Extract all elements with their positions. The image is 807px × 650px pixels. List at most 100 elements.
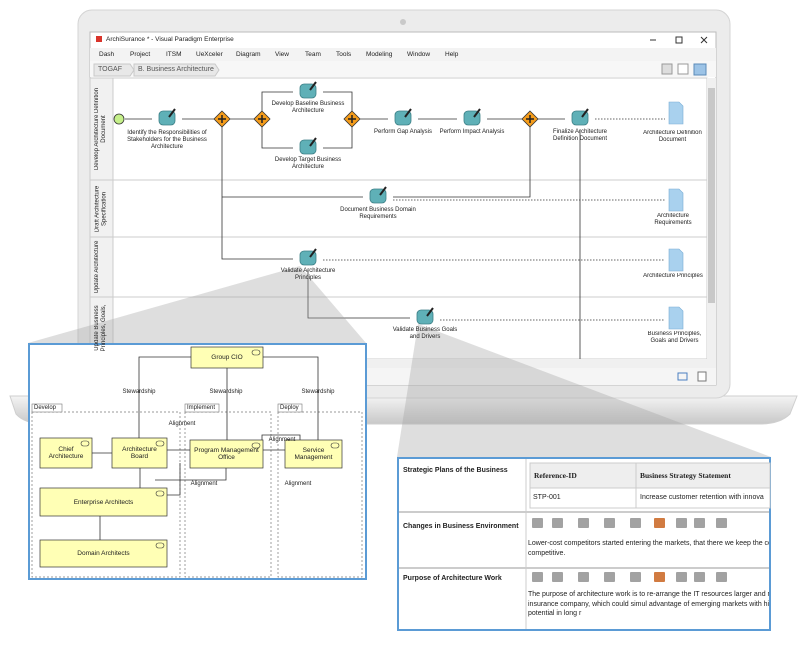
org-node-label: Domain Architects bbox=[77, 550, 130, 557]
menu-item[interactable]: Help bbox=[445, 51, 459, 58]
table-header: Business Strategy Statement bbox=[640, 471, 731, 480]
org-node-label: Chief Architecture bbox=[48, 446, 84, 460]
task-pencil bbox=[309, 81, 317, 91]
menu-item[interactable]: Modeling bbox=[366, 51, 393, 58]
group-label: Deploy bbox=[280, 405, 299, 411]
toolbar-icon bbox=[716, 518, 727, 528]
menu-item[interactable]: UeXceler bbox=[196, 51, 223, 58]
paragraph: Lower-cost competitors started entering … bbox=[528, 540, 769, 557]
document-icon bbox=[668, 248, 684, 272]
gateway-cross bbox=[258, 115, 266, 123]
org-node-icon bbox=[155, 440, 165, 447]
breadcrumb[interactable]: B. Business Architecture bbox=[138, 66, 214, 73]
edge-label: Alignment bbox=[168, 421, 196, 427]
lane-label: Draft Architecture Specification bbox=[94, 185, 107, 232]
toolbar-icon bbox=[676, 572, 687, 582]
lane-label: Update Architecture bbox=[94, 240, 100, 294]
org-node-icon bbox=[330, 442, 340, 449]
menu-item[interactable]: Team bbox=[305, 51, 321, 58]
menu-item[interactable]: Dash bbox=[99, 51, 115, 58]
org-node-icon bbox=[251, 442, 261, 449]
clip: Lower-cost competitors started entering … bbox=[528, 539, 769, 567]
menu-item[interactable]: View bbox=[275, 51, 289, 58]
org-node bbox=[189, 439, 264, 469]
edge-label: Stewardship bbox=[209, 389, 243, 395]
task-pencil bbox=[309, 137, 317, 147]
org-node-label: Enterprise Architects bbox=[73, 498, 134, 506]
table-header: Reference-ID bbox=[534, 471, 577, 480]
task-label: Perform Impact Analysis bbox=[439, 129, 505, 135]
window-title: ArchiSurance * - Visual Paradigm Enterpr… bbox=[106, 36, 234, 43]
lane-label: Update Business Principles, Goals, bbox=[94, 304, 107, 352]
clip: The purpose of architecture work is to r… bbox=[528, 590, 769, 626]
toolbar-icon bbox=[552, 572, 563, 582]
toolbar-icon bbox=[694, 518, 705, 528]
menu-item[interactable]: Project bbox=[130, 51, 151, 58]
edge-label: Alignment bbox=[268, 437, 296, 443]
org-node-icon bbox=[155, 542, 165, 549]
toolbar-icon bbox=[578, 518, 589, 528]
org-node bbox=[39, 539, 168, 568]
toolbar-icon bbox=[532, 572, 543, 582]
task-label: Perform Gap Analysis bbox=[373, 129, 433, 135]
task-label: Validate Architecture Principles bbox=[280, 268, 336, 281]
row-heading: Purpose of Architecture Work bbox=[403, 575, 502, 582]
document-icon bbox=[668, 101, 684, 125]
row-heading: Changes in Business Environment bbox=[403, 523, 519, 530]
toolbar-icon bbox=[694, 572, 705, 582]
org-node bbox=[39, 487, 168, 517]
gateway-cross bbox=[218, 115, 226, 123]
toolbar-icon bbox=[630, 518, 641, 528]
task-label: Develop Target Business Architecture bbox=[274, 157, 342, 170]
edge-label: Alignment bbox=[190, 481, 218, 487]
group-label: Implement bbox=[187, 405, 216, 411]
task-label: Validate Business Goals and Drivers bbox=[392, 327, 458, 340]
edge-label: Stewardship bbox=[301, 389, 335, 395]
toolbar-icon bbox=[676, 518, 687, 528]
task-pencil bbox=[404, 108, 412, 118]
table-cell: Increase customer retention with innova bbox=[640, 494, 764, 501]
menu-item[interactable]: Tools bbox=[336, 51, 352, 58]
task-pencil bbox=[379, 186, 387, 196]
edge-label: Alignment bbox=[284, 481, 312, 487]
menu-item[interactable]: Window bbox=[407, 51, 431, 58]
toolbar-icon bbox=[532, 518, 543, 528]
gateway-cross bbox=[348, 115, 356, 123]
menu-item[interactable]: Diagram bbox=[236, 51, 261, 58]
toolbar-icon bbox=[630, 572, 641, 582]
table-cell: STP-001 bbox=[533, 494, 561, 501]
task-pencil bbox=[473, 108, 481, 118]
org-node-label: Program Management Office bbox=[194, 447, 259, 461]
document-icon bbox=[668, 306, 684, 330]
breadcrumb[interactable]: TOGAF bbox=[98, 66, 122, 73]
org-node-icon bbox=[155, 490, 165, 497]
toolbar-icon bbox=[604, 572, 615, 582]
toolbar-icon bbox=[654, 518, 665, 528]
document-label: Architecture Principles bbox=[643, 273, 703, 279]
org-node-label: Architecture Board bbox=[122, 446, 157, 460]
task-pencil bbox=[426, 307, 434, 317]
gateway-cross bbox=[526, 115, 534, 123]
document-label: Architecture Definition Document bbox=[643, 130, 702, 143]
toolbar-icon bbox=[552, 518, 563, 528]
document-label: Architecture Requirements Specification bbox=[654, 213, 692, 226]
toolbar-icon bbox=[578, 572, 589, 582]
toolbar-icon bbox=[654, 572, 665, 582]
task-label: Identify the Responsibilities of Stakeho… bbox=[127, 130, 207, 150]
org-node-label: Service Management bbox=[294, 447, 333, 461]
edge-label: Stewardship bbox=[122, 389, 156, 395]
group-label: Develop bbox=[34, 405, 57, 411]
org-node-icon bbox=[251, 349, 261, 356]
task-pencil bbox=[168, 108, 176, 118]
document-label: Business Principles, Goals and Drivers bbox=[647, 331, 702, 344]
task-label: Document Business Domain Requirements bbox=[340, 207, 416, 220]
row-heading: Strategic Plans of the Business bbox=[403, 467, 508, 474]
clip: Increase customer retention with innova bbox=[636, 488, 769, 508]
paragraph: The purpose of architecture work is to r… bbox=[528, 591, 769, 617]
menu-item[interactable]: ITSM bbox=[166, 51, 182, 58]
task-pencil bbox=[309, 248, 317, 258]
document-icon bbox=[668, 188, 684, 212]
org-node bbox=[284, 439, 343, 469]
